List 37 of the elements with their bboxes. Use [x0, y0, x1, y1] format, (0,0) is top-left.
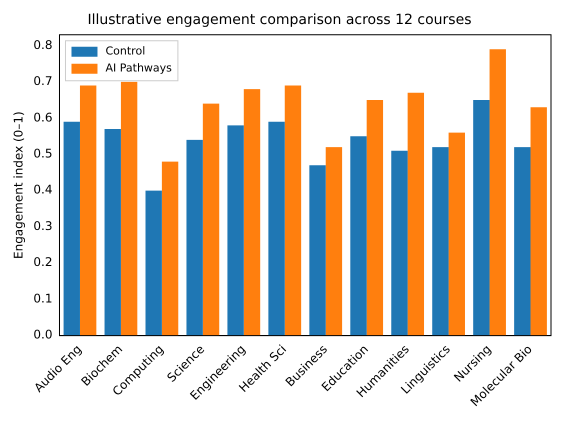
bar [146, 190, 162, 336]
bar [366, 100, 384, 336]
bar [473, 100, 490, 336]
y-tick-label: 0.3 [33, 218, 52, 233]
bar [120, 82, 138, 336]
bar [326, 147, 342, 336]
bar [432, 147, 449, 336]
bar [202, 104, 220, 336]
y-tick-label: 0.2 [33, 255, 52, 270]
legend-label: AI Pathways [105, 62, 172, 75]
bar [64, 122, 80, 336]
bar [104, 129, 121, 336]
y-tick-label: 0.6 [33, 110, 52, 124]
bar [530, 107, 547, 336]
y-tick-label: 0.1 [33, 291, 52, 306]
y-axis-title: Engagement index (0–1) [11, 111, 26, 260]
legend-label: Control [105, 44, 146, 58]
y-tick-label: 0.8 [33, 38, 52, 52]
bar [186, 140, 203, 336]
bar [448, 132, 465, 336]
chart-title: Illustrative engagement comparison across 12 courses [87, 12, 472, 28]
y-tick-label: 0.4 [33, 182, 52, 197]
bar [268, 122, 285, 336]
bar [309, 165, 326, 336]
bar [514, 147, 531, 336]
bar [350, 136, 367, 336]
y-tick-label: 0.0 [33, 328, 52, 342]
bar [227, 125, 244, 336]
bar [80, 86, 96, 336]
bar [284, 86, 302, 336]
bar [391, 150, 408, 336]
bar [244, 89, 260, 336]
bar [490, 49, 506, 336]
bar [408, 92, 424, 336]
bar [162, 162, 178, 336]
y-tick-label: 0.7 [33, 74, 52, 88]
y-tick-label: 0.5 [33, 146, 52, 161]
